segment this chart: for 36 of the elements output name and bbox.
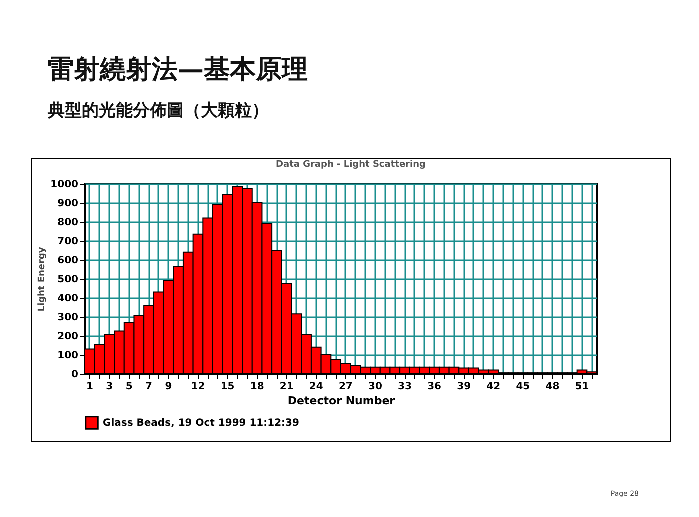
y-axis-title: Light Energy [38, 247, 48, 312]
y-tick-label: 300 [58, 312, 79, 324]
x-tick-label: 7 [146, 382, 153, 392]
x-tick-label: 1 [86, 382, 94, 392]
x-tick-label: 27 [338, 382, 353, 392]
y-tick-label: 600 [58, 256, 79, 266]
x-tick-label: 12 [191, 382, 206, 392]
x-tick-label: 3 [106, 382, 114, 392]
x-tick-label: 51 [575, 382, 590, 392]
y-tick-label: 900 [58, 198, 79, 210]
chart-title: 雷射繞射法—基本原理 [48, 54, 308, 87]
x-tick-label: 42 [486, 382, 501, 392]
x-tick-label: 21 [280, 382, 294, 392]
x-tick-label: 24 [309, 382, 324, 392]
x-tick-label: 5 [126, 382, 133, 392]
y-tick-label: 700 [58, 236, 79, 248]
legend-label: Glass Beads, 19 Oct 1999 11:12:39 [103, 418, 300, 429]
x-tick-label: 48 [546, 382, 560, 392]
y-tick-label: 500 [58, 274, 79, 286]
x-tick-label: 9 [165, 382, 172, 392]
y-tick-label: 0 [72, 370, 79, 380]
y-tick-label: 400 [58, 294, 79, 304]
x-tick-label: 45 [516, 382, 530, 392]
x-tick-label: 30 [368, 382, 382, 392]
y-tick-label: 1000 [50, 180, 79, 190]
x-tick-label: 18 [250, 382, 264, 392]
text: Data Graph - Light Scattering [275, 160, 427, 170]
chart-subtitle: 典型的光能分佈圖（大顆粒） [48, 100, 270, 122]
y-tick-label: 100 [58, 350, 79, 362]
y-tick-label: 200 [58, 332, 79, 342]
y-tick-label: 800 [58, 218, 79, 228]
x-axis-title: Detector Number [288, 394, 396, 408]
x-tick-label: 15 [220, 382, 235, 392]
x-tick-label: 39 [457, 382, 472, 392]
x-tick-label: 33 [398, 382, 412, 392]
x-tick-label: 36 [428, 382, 442, 392]
